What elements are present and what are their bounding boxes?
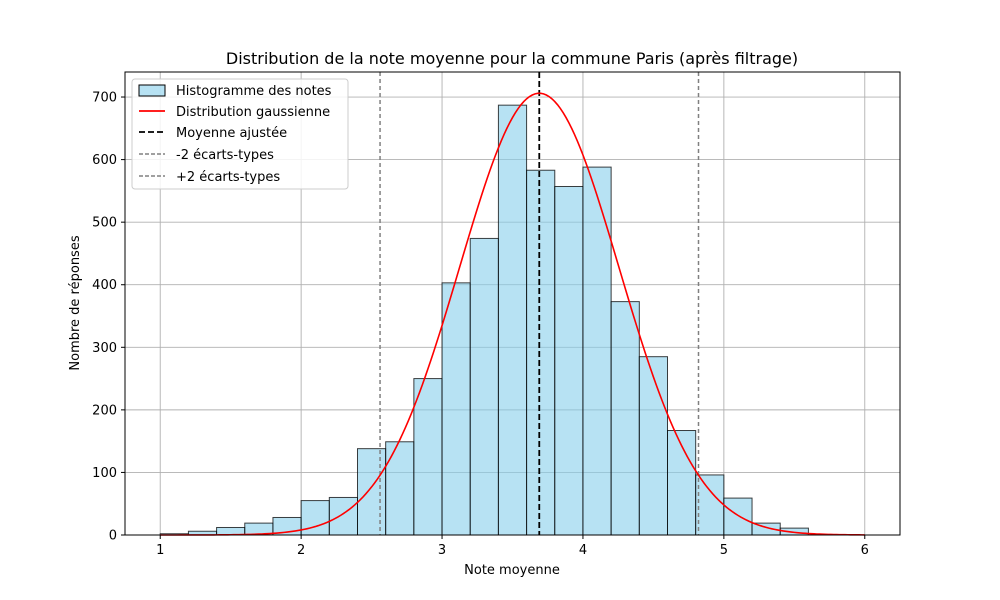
y-tick-label: 700 <box>92 91 117 106</box>
y-tick-label: 200 <box>92 403 117 418</box>
histogram-bar <box>357 448 387 536</box>
x-tick-label: 1 <box>156 543 164 558</box>
y-tick-label: 500 <box>92 216 117 231</box>
histogram-bars <box>159 104 809 536</box>
legend-label-plus-2sd: +2 écarts-types <box>176 170 280 185</box>
legend-swatch-histogram <box>138 84 166 97</box>
x-tick-label: 6 <box>861 543 869 558</box>
x-axis-ticks: 1 2 3 4 5 6 <box>156 535 869 558</box>
y-axis-label: Nombre de réponses <box>68 235 83 370</box>
histogram-bar <box>469 237 499 536</box>
histogram-bar <box>497 104 528 536</box>
histogram-bar <box>554 185 584 536</box>
x-tick-label: 5 <box>720 543 728 558</box>
histogram-bar <box>638 356 668 536</box>
y-axis-ticks: 0 100 200 300 400 500 600 700 <box>92 91 125 544</box>
histogram-bar <box>441 282 471 536</box>
legend-label-mean: Moyenne ajustée <box>176 126 287 141</box>
y-tick-label: 100 <box>92 466 117 481</box>
legend-label-gaussian: Distribution gaussienne <box>176 105 330 120</box>
legend-label-histogram: Histogramme des notes <box>176 84 332 99</box>
y-tick-label: 300 <box>92 341 117 356</box>
y-tick-label: 600 <box>92 153 117 168</box>
reference-lines <box>379 72 700 535</box>
legend-frame <box>131 78 349 190</box>
y-tick-label: 0 <box>109 529 117 544</box>
x-tick-label: 4 <box>579 543 587 558</box>
legend: Histogramme des notes Distribution gauss… <box>131 78 349 190</box>
x-tick-label: 3 <box>438 543 446 558</box>
histogram-bar <box>526 169 556 536</box>
y-tick-label: 400 <box>92 278 117 293</box>
histogram-bar <box>385 441 415 536</box>
gaussian-curve <box>160 92 865 536</box>
legend-label-minus-2sd: -2 écarts-types <box>176 148 274 163</box>
x-axis-label: Note moyenne <box>464 563 560 578</box>
chart-title: Distribution de la note moyenne pour la … <box>226 49 798 68</box>
histogram-bar <box>413 378 443 536</box>
plot-frame <box>124 71 901 536</box>
histogram-bar <box>723 497 753 536</box>
histogram-bar <box>328 496 358 536</box>
histogram-bar <box>695 474 725 536</box>
histogram-bar <box>610 301 640 536</box>
x-tick-label: 2 <box>297 543 305 558</box>
histogram-bar <box>582 166 612 536</box>
